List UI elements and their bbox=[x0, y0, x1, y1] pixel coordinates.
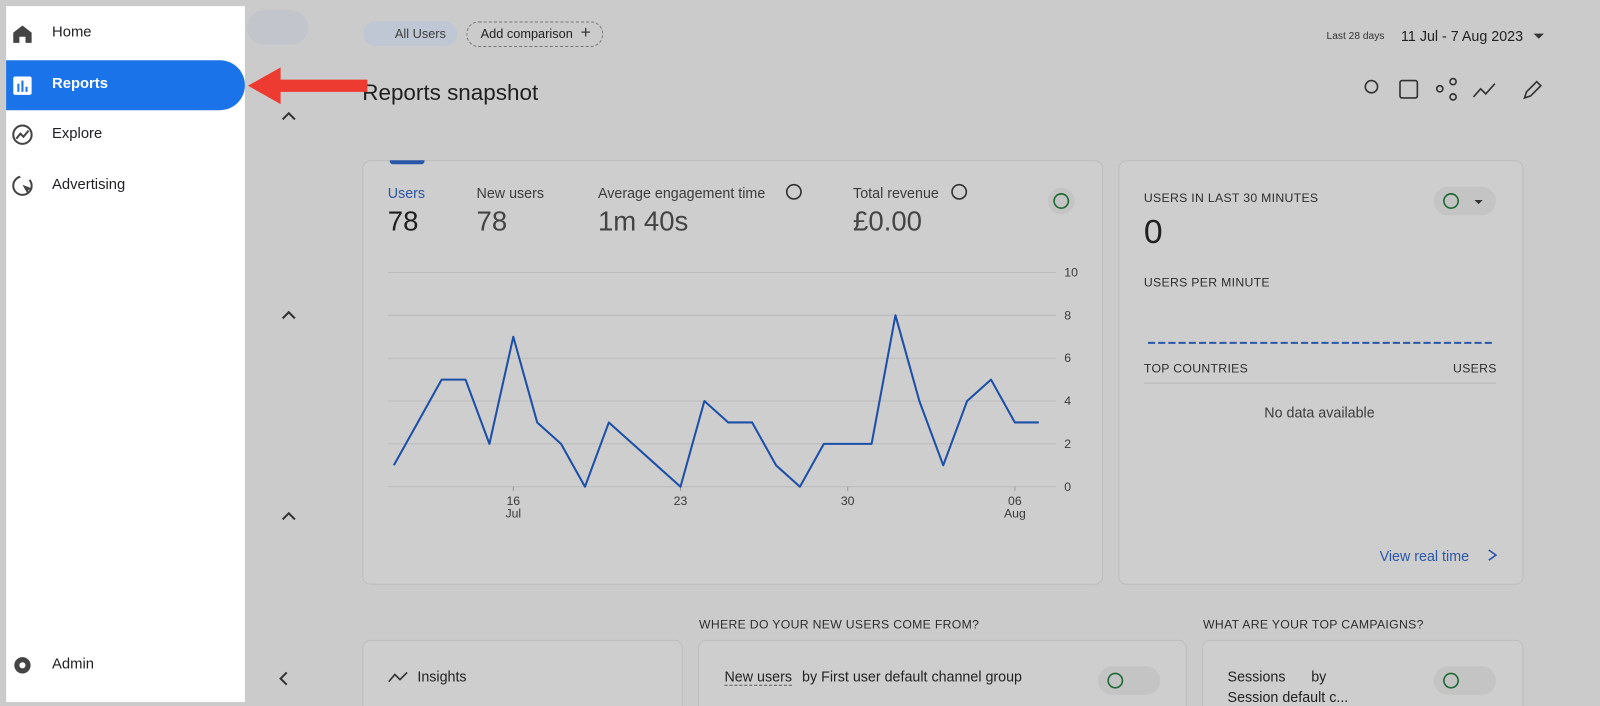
nav-item[interactable]: Home bbox=[6, 9, 245, 59]
segment-name: All Users bbox=[394, 26, 446, 41]
view-realtime-link[interactable]: View real time bbox=[1379, 547, 1470, 565]
new-users-card bbox=[697, 639, 1187, 706]
tab-indicator bbox=[389, 160, 425, 165]
nav-item[interactable]: Explore bbox=[6, 110, 245, 160]
empty-message: No data available bbox=[1264, 404, 1375, 421]
dimension-selector[interactable]: by First user default channel group bbox=[802, 668, 1023, 685]
insights-title[interactable]: Insights bbox=[417, 668, 467, 685]
nav-label: Explore bbox=[52, 125, 103, 142]
metric-label[interactable]: Total revenue bbox=[853, 184, 939, 202]
metric-value: 78 bbox=[476, 206, 508, 237]
nav-item-active[interactable]: Reports bbox=[6, 60, 245, 111]
nav-label: Reports bbox=[52, 75, 108, 92]
realtime-value: 0 bbox=[1143, 212, 1163, 250]
y-tick-label: 10 bbox=[1064, 265, 1078, 280]
x-tick-label: 06 Aug bbox=[1003, 493, 1026, 521]
x-tick-label: 16 Jul bbox=[505, 493, 522, 521]
page-title: Reports snapshot bbox=[362, 79, 539, 106]
insights-card bbox=[362, 639, 683, 706]
nav-label: Admin bbox=[52, 656, 94, 673]
y-tick-label: 2 bbox=[1064, 436, 1072, 452]
metric-selector[interactable]: Sessions bbox=[1227, 668, 1286, 685]
section-heading: WHAT ARE YOUR TOP CAMPAIGNS? bbox=[1203, 617, 1424, 632]
table-header: USERS bbox=[1453, 361, 1497, 376]
x-tick-label: 30 bbox=[840, 493, 855, 509]
plus-icon: + bbox=[580, 22, 591, 42]
overview-card bbox=[362, 160, 1104, 585]
nav-item[interactable]: Advertising bbox=[6, 161, 245, 211]
metric-value: 1m 40s bbox=[597, 206, 689, 237]
users-line bbox=[392, 314, 1039, 488]
y-tick-label: 4 bbox=[1064, 393, 1072, 409]
y-tick-label: 6 bbox=[1064, 351, 1072, 366]
metric-label[interactable]: New users bbox=[476, 184, 545, 202]
segment-chip[interactable] bbox=[363, 21, 458, 46]
metric-selector[interactable]: New users bbox=[724, 668, 792, 686]
section-heading: WHERE DO YOUR NEW USERS COME FROM? bbox=[698, 617, 980, 632]
add-comparison-button[interactable] bbox=[466, 21, 604, 47]
metric-label[interactable]: Users bbox=[387, 184, 426, 202]
nav-drawer bbox=[6, 6, 245, 703]
y-tick-label: 8 bbox=[1064, 308, 1072, 323]
y-tick-label: 0 bbox=[1064, 479, 1072, 494]
nav-item[interactable]: Admin bbox=[6, 641, 245, 691]
metric-value: £0.00 bbox=[853, 206, 923, 237]
add-comparison-label: Add comparison bbox=[480, 26, 573, 41]
nav-label: Advertising bbox=[52, 176, 126, 193]
realtime-title: USERS IN LAST 30 MINUTES bbox=[1143, 190, 1319, 206]
search-pill bbox=[246, 10, 309, 45]
date-range-label: Last 28 days bbox=[1326, 30, 1385, 42]
by-label: by bbox=[1311, 668, 1327, 685]
table-header: TOP COUNTRIES bbox=[1143, 361, 1249, 376]
nav-label: Home bbox=[52, 24, 92, 41]
divider bbox=[1143, 382, 1496, 384]
per-minute-title: USERS PER MINUTE bbox=[1143, 275, 1270, 290]
metric-label[interactable]: Average engagement time bbox=[597, 184, 766, 202]
metric-value: 78 bbox=[387, 206, 419, 237]
realtime-card bbox=[1118, 160, 1524, 585]
date-range[interactable]: 11 Jul - 7 Aug 2023 bbox=[1401, 27, 1524, 44]
dimension-selector[interactable]: Session default c... bbox=[1227, 688, 1349, 706]
x-tick-label: 23 bbox=[673, 493, 688, 509]
